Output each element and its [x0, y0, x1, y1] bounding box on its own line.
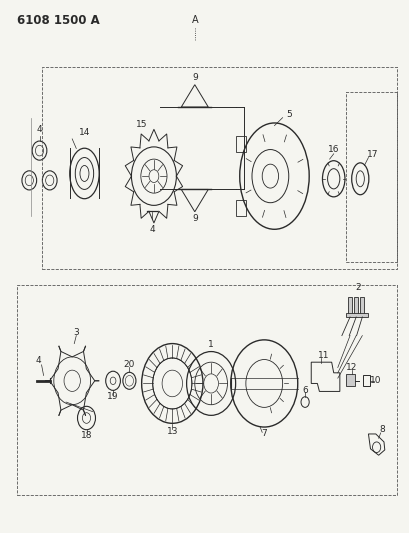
Text: 11: 11 — [317, 351, 328, 360]
Text: 12: 12 — [346, 363, 357, 372]
Text: 6108 1500 A: 6108 1500 A — [17, 14, 99, 27]
Text: A: A — [191, 14, 198, 25]
Bar — [235, 200, 245, 216]
Text: 20: 20 — [124, 360, 135, 369]
Bar — [345, 313, 368, 317]
Text: 18: 18 — [81, 431, 92, 440]
Bar — [360, 297, 364, 314]
Text: 9: 9 — [191, 214, 197, 223]
Text: 7: 7 — [261, 430, 267, 439]
Text: 4: 4 — [37, 125, 42, 134]
Text: 2: 2 — [355, 283, 360, 292]
Bar — [347, 297, 351, 314]
Text: 14: 14 — [79, 127, 90, 136]
Text: 15: 15 — [136, 119, 147, 128]
Text: 1: 1 — [208, 340, 213, 349]
Bar — [345, 374, 354, 386]
Text: 16: 16 — [327, 145, 339, 154]
Text: 4: 4 — [149, 225, 154, 234]
Text: 9: 9 — [191, 73, 197, 82]
Bar — [362, 375, 369, 386]
Bar — [235, 136, 245, 152]
Text: 4: 4 — [36, 356, 41, 365]
Bar — [353, 297, 357, 314]
Text: 3: 3 — [73, 328, 79, 337]
Text: 10: 10 — [369, 376, 380, 385]
Text: 13: 13 — [166, 427, 178, 436]
Text: 8: 8 — [379, 425, 385, 434]
Text: 19: 19 — [107, 392, 119, 401]
Text: 17: 17 — [366, 150, 378, 159]
Text: 5: 5 — [285, 110, 291, 119]
Text: 6: 6 — [302, 386, 308, 395]
